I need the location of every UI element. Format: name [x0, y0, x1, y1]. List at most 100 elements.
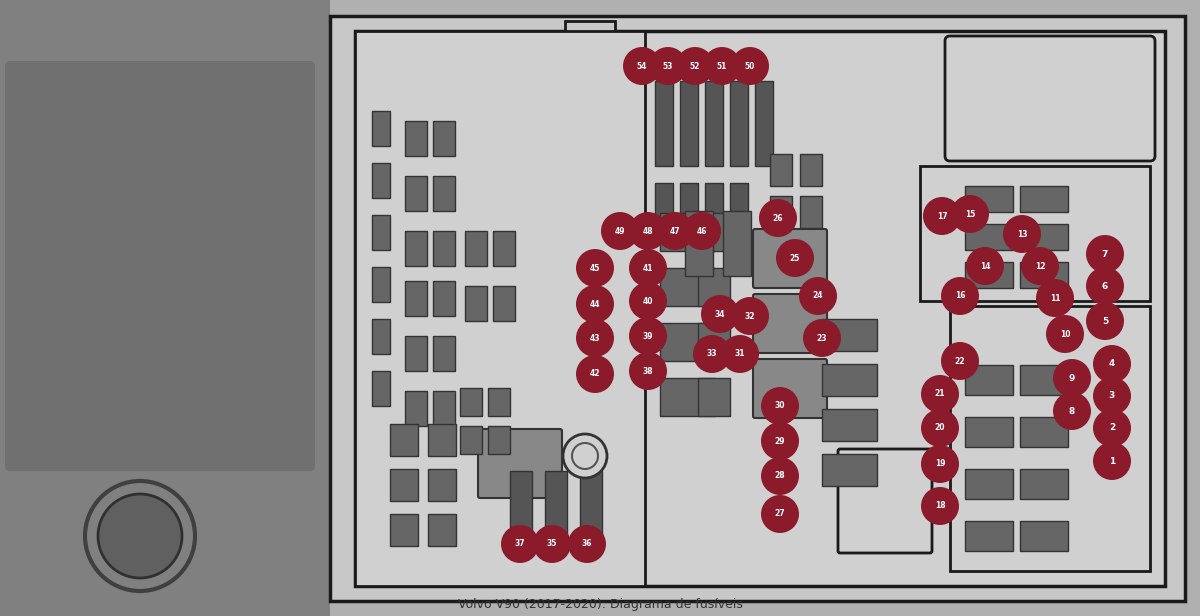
Text: 50: 50 — [745, 62, 755, 70]
Text: 49: 49 — [614, 227, 625, 235]
Bar — [822, 319, 877, 351]
Text: 18: 18 — [935, 501, 946, 511]
Bar — [680, 81, 698, 166]
Circle shape — [1021, 247, 1058, 285]
Text: 41: 41 — [643, 264, 653, 272]
Bar — [1094, 406, 1130, 438]
Circle shape — [941, 342, 979, 380]
Circle shape — [1003, 215, 1042, 253]
Bar — [770, 154, 792, 186]
Text: 9: 9 — [1069, 373, 1075, 383]
FancyBboxPatch shape — [838, 449, 932, 553]
Circle shape — [776, 239, 814, 277]
Bar — [920, 166, 1150, 301]
Bar — [660, 378, 715, 416]
Circle shape — [629, 212, 667, 250]
Bar — [822, 364, 877, 396]
Bar — [698, 378, 730, 416]
Text: 43: 43 — [589, 333, 600, 342]
Bar — [698, 213, 730, 251]
Bar — [822, 409, 877, 441]
Bar — [580, 471, 602, 536]
Bar — [965, 417, 1013, 447]
Circle shape — [576, 319, 614, 357]
Circle shape — [950, 195, 989, 233]
Text: 15: 15 — [965, 209, 976, 219]
Bar — [965, 365, 1013, 395]
Bar — [510, 471, 532, 536]
Circle shape — [568, 525, 606, 563]
Circle shape — [676, 47, 714, 85]
Circle shape — [601, 212, 640, 250]
Circle shape — [1052, 392, 1091, 430]
Circle shape — [799, 277, 836, 315]
Bar — [404, 121, 427, 156]
Text: 42: 42 — [589, 370, 600, 378]
Bar — [1094, 262, 1130, 294]
Text: 53: 53 — [662, 62, 673, 70]
Bar — [965, 186, 1013, 212]
Bar — [433, 121, 455, 156]
Bar — [428, 469, 456, 501]
Text: 37: 37 — [515, 540, 526, 548]
Circle shape — [683, 212, 721, 250]
Bar — [390, 424, 418, 456]
Bar — [1020, 224, 1068, 250]
Bar — [404, 281, 427, 316]
Text: 44: 44 — [589, 299, 600, 309]
FancyBboxPatch shape — [752, 294, 827, 353]
FancyBboxPatch shape — [944, 36, 1154, 161]
Bar — [1055, 214, 1090, 246]
Text: 29: 29 — [775, 437, 785, 445]
Circle shape — [761, 387, 799, 425]
Circle shape — [1036, 279, 1074, 317]
Text: 46: 46 — [697, 227, 707, 235]
Bar — [1020, 521, 1068, 551]
Text: 32: 32 — [745, 312, 755, 320]
Bar — [1094, 310, 1130, 342]
Bar — [488, 388, 510, 416]
Bar — [355, 31, 644, 586]
Bar — [1055, 406, 1090, 438]
Circle shape — [761, 457, 799, 495]
Circle shape — [576, 355, 614, 393]
FancyBboxPatch shape — [478, 429, 562, 498]
Circle shape — [656, 212, 694, 250]
Text: 48: 48 — [643, 227, 653, 235]
Bar — [372, 267, 390, 302]
Bar — [704, 81, 722, 166]
Bar — [1020, 186, 1068, 212]
Bar — [660, 323, 715, 361]
Bar — [1020, 469, 1068, 499]
Bar — [464, 286, 487, 321]
Text: 24: 24 — [812, 291, 823, 301]
Text: Volvo V90 (2017-2020): Diagrama de fusíveis: Volvo V90 (2017-2020): Diagrama de fusív… — [457, 598, 743, 611]
Bar — [685, 211, 713, 276]
Circle shape — [623, 47, 661, 85]
FancyBboxPatch shape — [752, 359, 827, 418]
Bar — [965, 262, 1013, 288]
Text: 34: 34 — [715, 309, 725, 318]
Text: 27: 27 — [775, 509, 785, 519]
Bar — [460, 388, 482, 416]
Circle shape — [692, 335, 731, 373]
Circle shape — [1086, 302, 1124, 340]
Bar — [372, 215, 390, 250]
Text: 3: 3 — [1109, 392, 1115, 400]
Bar — [698, 268, 730, 306]
Bar — [1094, 454, 1130, 486]
Text: 51: 51 — [716, 62, 727, 70]
Text: 12: 12 — [1034, 262, 1045, 270]
Circle shape — [731, 47, 769, 85]
Bar — [433, 391, 455, 426]
Text: 31: 31 — [734, 349, 745, 359]
Bar — [965, 224, 1013, 250]
Bar — [1020, 262, 1068, 288]
Text: 21: 21 — [935, 389, 946, 399]
Text: 5: 5 — [1102, 317, 1108, 325]
Circle shape — [941, 277, 979, 315]
Circle shape — [758, 199, 797, 237]
Text: 23: 23 — [817, 333, 827, 342]
Text: 39: 39 — [643, 331, 653, 341]
Circle shape — [500, 525, 539, 563]
